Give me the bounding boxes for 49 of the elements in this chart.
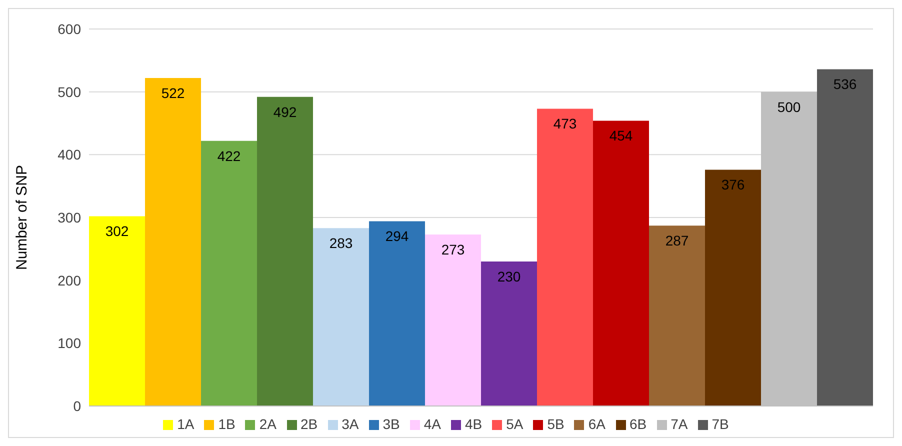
bar bbox=[649, 226, 705, 406]
data-label: 273 bbox=[441, 241, 465, 258]
y-tick-label: 400 bbox=[58, 146, 82, 163]
data-label: 230 bbox=[497, 268, 521, 284]
y-tick-label: 200 bbox=[58, 272, 82, 288]
data-label: 500 bbox=[777, 98, 801, 115]
legend-label: 2A bbox=[259, 416, 276, 432]
data-label: 422 bbox=[217, 148, 241, 164]
data-label: 283 bbox=[329, 235, 353, 252]
legend-label: 6B bbox=[630, 416, 647, 432]
legend-label: 5B bbox=[547, 416, 564, 432]
legend-label: 1B bbox=[218, 416, 236, 432]
bar bbox=[705, 170, 761, 406]
legend-label: 3A bbox=[342, 416, 359, 432]
bar bbox=[817, 69, 873, 406]
legend-label: 7A bbox=[670, 416, 688, 432]
data-label: 302 bbox=[105, 223, 129, 240]
bar bbox=[369, 221, 425, 406]
y-tick-label: 600 bbox=[58, 20, 82, 37]
legend-label: 7B bbox=[712, 416, 729, 432]
data-label: 492 bbox=[273, 104, 297, 120]
legend-label: 2B bbox=[300, 416, 318, 432]
data-label: 536 bbox=[833, 76, 857, 92]
bar bbox=[257, 96, 313, 406]
bar bbox=[593, 120, 649, 406]
bar bbox=[537, 108, 593, 406]
legend-label: 1A bbox=[177, 416, 194, 432]
bar bbox=[313, 228, 369, 406]
legend-label: 3B bbox=[382, 416, 400, 432]
bar bbox=[425, 234, 481, 406]
bar bbox=[481, 261, 537, 406]
bar bbox=[145, 78, 201, 406]
bar bbox=[89, 216, 145, 406]
legend-label: 4A bbox=[424, 416, 441, 432]
data-label: 454 bbox=[609, 128, 633, 144]
bar bbox=[201, 140, 257, 406]
legend-label: 4B bbox=[465, 416, 482, 432]
data-label: 376 bbox=[721, 176, 745, 193]
data-label: 287 bbox=[665, 232, 689, 249]
data-label: 522 bbox=[161, 84, 185, 101]
y-tick-label: 300 bbox=[58, 209, 82, 226]
legend-label: 6A bbox=[588, 416, 606, 432]
data-label: 294 bbox=[385, 228, 409, 244]
y-axis-title: Number of SNP bbox=[13, 164, 30, 270]
y-tick-label: 100 bbox=[58, 335, 82, 352]
y-tick-label: 500 bbox=[58, 84, 82, 100]
legend-label: 5A bbox=[506, 416, 524, 432]
y-tick-label: 0 bbox=[73, 398, 82, 414]
data-label: 473 bbox=[553, 116, 577, 132]
